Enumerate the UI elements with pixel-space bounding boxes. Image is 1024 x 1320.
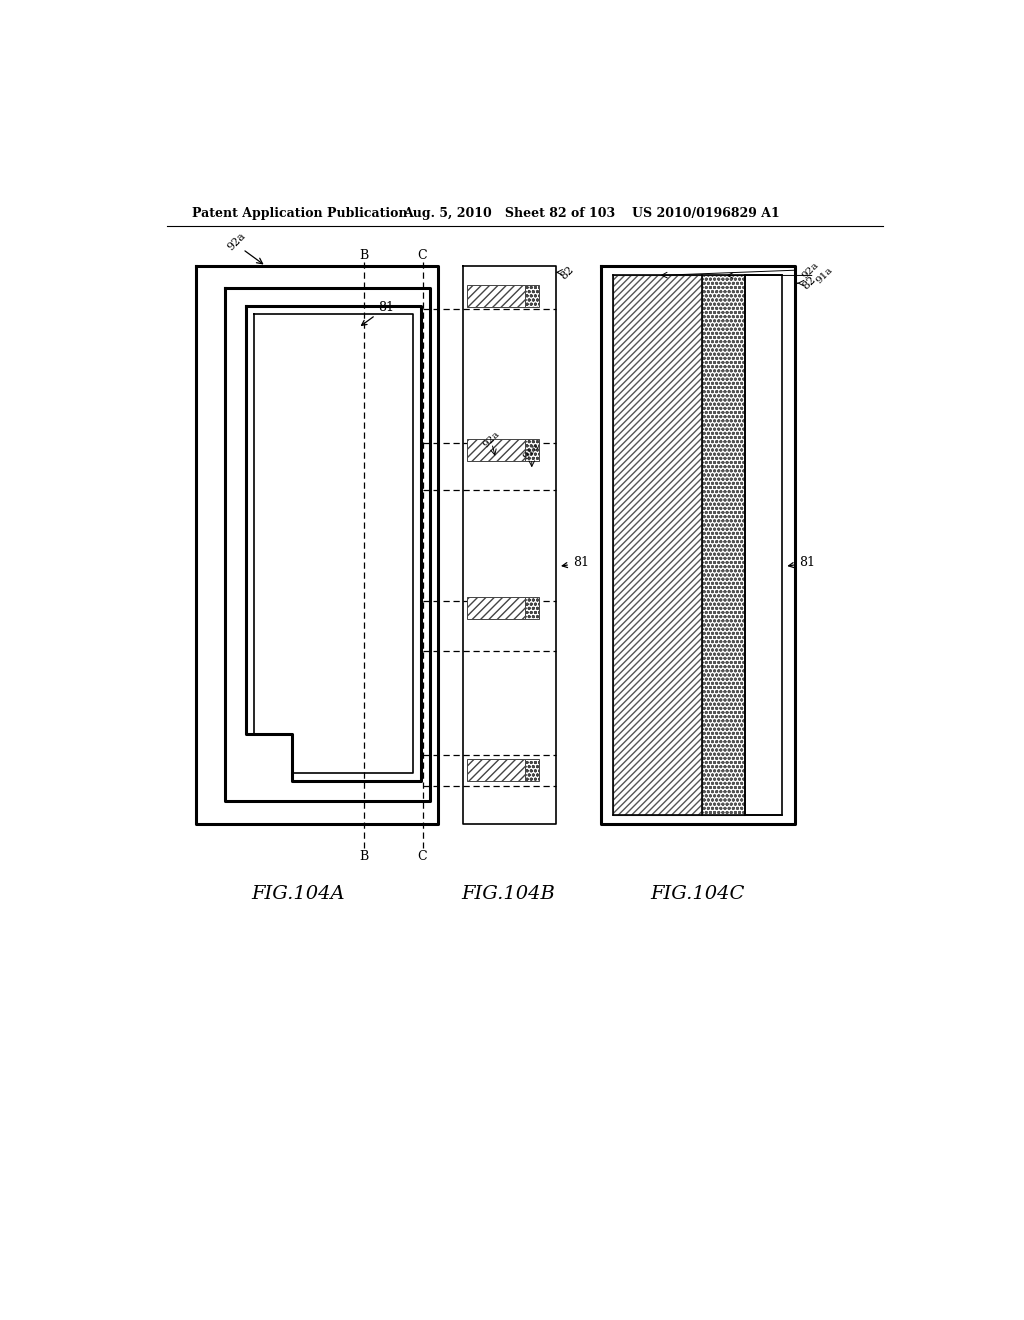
Text: Aug. 5, 2010   Sheet 82 of 103: Aug. 5, 2010 Sheet 82 of 103 xyxy=(403,207,615,220)
Text: C: C xyxy=(418,249,427,261)
Bar xyxy=(467,285,524,308)
Text: 82: 82 xyxy=(801,275,818,292)
Text: 82: 82 xyxy=(558,264,575,281)
Text: FIG.104A: FIG.104A xyxy=(252,884,345,903)
Bar xyxy=(524,759,539,780)
Bar xyxy=(524,440,539,461)
Text: 81: 81 xyxy=(562,557,589,569)
Text: 91a: 91a xyxy=(522,441,542,461)
Text: 81: 81 xyxy=(361,301,394,325)
Text: 81: 81 xyxy=(788,557,815,569)
Bar xyxy=(524,285,539,308)
Text: B: B xyxy=(359,850,369,863)
Bar xyxy=(702,276,744,816)
Bar xyxy=(467,440,524,461)
Text: US 2010/0196829 A1: US 2010/0196829 A1 xyxy=(632,207,779,220)
Text: FIG.104B: FIG.104B xyxy=(461,884,555,903)
Bar xyxy=(613,276,702,816)
Text: 91a: 91a xyxy=(815,265,835,285)
Bar xyxy=(467,759,524,780)
Text: FIG.104C: FIG.104C xyxy=(650,884,744,903)
Bar xyxy=(467,598,524,619)
Text: 92a: 92a xyxy=(225,231,248,252)
Bar xyxy=(524,598,539,619)
Text: 92a: 92a xyxy=(482,429,502,450)
Bar xyxy=(744,276,782,816)
Text: B: B xyxy=(359,249,369,261)
Text: Patent Application Publication: Patent Application Publication xyxy=(191,207,408,220)
Text: C: C xyxy=(418,850,427,863)
Text: 92a: 92a xyxy=(801,260,821,280)
